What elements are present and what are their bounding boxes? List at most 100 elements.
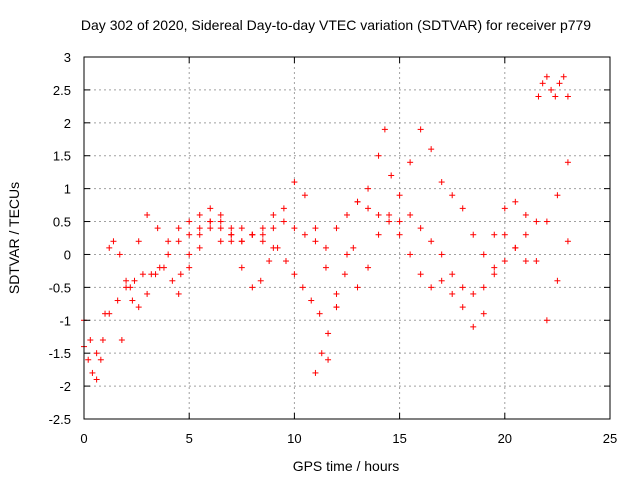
data-point bbox=[354, 284, 361, 291]
data-point bbox=[470, 231, 477, 238]
data-point bbox=[491, 264, 498, 271]
data-point bbox=[556, 80, 563, 87]
data-point bbox=[480, 284, 487, 291]
data-point bbox=[386, 218, 393, 225]
data-point bbox=[93, 350, 100, 357]
data-point bbox=[238, 225, 245, 232]
data-point bbox=[127, 284, 134, 291]
data-point bbox=[375, 211, 382, 218]
data-point bbox=[512, 198, 519, 205]
y-tick-label: -2.5 bbox=[49, 412, 71, 427]
data-point bbox=[375, 152, 382, 159]
data-point bbox=[535, 93, 542, 100]
data-point bbox=[428, 146, 435, 153]
data-point bbox=[280, 218, 287, 225]
data-point bbox=[470, 323, 477, 330]
data-point bbox=[106, 244, 113, 251]
data-point bbox=[407, 159, 414, 166]
data-point bbox=[344, 251, 350, 258]
data-point bbox=[257, 277, 264, 284]
axis-ticks: 0 5 10 15 20 25 -2.5 -2 -1.5 -1 -0.5 0 0.5 1 1.5 2 2.5 3 bbox=[49, 50, 618, 446]
data-point bbox=[333, 225, 340, 232]
data-point bbox=[341, 271, 348, 278]
data-point bbox=[207, 218, 214, 225]
data-point bbox=[386, 211, 393, 218]
x-tick-label: 20 bbox=[498, 431, 512, 446]
data-point bbox=[388, 172, 395, 179]
data-point bbox=[116, 251, 123, 258]
data-point bbox=[175, 290, 182, 297]
data-point bbox=[274, 244, 281, 251]
x-axis-label: GPS time / hours bbox=[293, 458, 400, 474]
data-point bbox=[459, 304, 466, 311]
x-tick-label: 25 bbox=[603, 431, 617, 446]
data-point bbox=[491, 271, 498, 278]
data-point bbox=[312, 225, 319, 232]
data-point bbox=[282, 258, 289, 265]
x-tick-label: 15 bbox=[392, 431, 406, 446]
data-point bbox=[217, 238, 224, 245]
data-point bbox=[322, 244, 329, 251]
data-point bbox=[533, 258, 540, 265]
data-point bbox=[144, 290, 151, 297]
data-point bbox=[87, 337, 94, 344]
data-point bbox=[291, 271, 298, 278]
data-point bbox=[89, 369, 96, 376]
y-tick-label: 2 bbox=[64, 116, 71, 131]
data-point bbox=[301, 192, 308, 199]
data-point bbox=[129, 297, 136, 304]
data-point bbox=[259, 225, 266, 232]
y-tick-label: 0.5 bbox=[53, 215, 71, 230]
data-point bbox=[459, 205, 466, 212]
y-axis-label: SDTVAR / TECUs bbox=[6, 182, 22, 294]
data-point bbox=[344, 211, 350, 218]
data-point bbox=[396, 231, 403, 238]
data-point bbox=[165, 238, 172, 245]
data-point bbox=[491, 231, 498, 238]
data-point bbox=[501, 205, 508, 212]
data-point bbox=[354, 198, 361, 205]
data-point bbox=[543, 73, 550, 80]
data-point bbox=[154, 225, 161, 232]
data-point bbox=[196, 211, 203, 218]
data-point bbox=[177, 271, 184, 278]
data-point bbox=[428, 284, 435, 291]
data-point bbox=[548, 86, 555, 93]
data-point bbox=[564, 238, 571, 245]
plot-frame bbox=[83, 56, 611, 420]
data-point bbox=[135, 304, 142, 311]
data-point bbox=[114, 297, 121, 304]
data-point bbox=[417, 225, 424, 232]
data-point bbox=[291, 225, 298, 232]
data-point bbox=[186, 251, 193, 258]
data-point bbox=[175, 238, 182, 245]
data-point bbox=[118, 337, 125, 344]
data-point bbox=[217, 218, 224, 225]
data-point bbox=[123, 277, 130, 284]
data-point bbox=[470, 290, 477, 297]
y-tick-label: -0.5 bbox=[49, 280, 71, 295]
data-point bbox=[312, 238, 319, 245]
data-point bbox=[217, 225, 224, 232]
data-point bbox=[160, 264, 167, 271]
data-point bbox=[139, 271, 146, 278]
data-point bbox=[316, 310, 323, 317]
data-point bbox=[249, 284, 256, 291]
y-tick-label: -1.5 bbox=[49, 346, 71, 361]
data-point bbox=[325, 356, 332, 363]
data-point bbox=[554, 277, 561, 284]
data-point bbox=[102, 310, 109, 317]
data-point bbox=[238, 238, 245, 245]
data-point bbox=[501, 231, 508, 238]
data-point bbox=[131, 277, 138, 284]
data-point bbox=[135, 238, 142, 245]
data-point bbox=[259, 231, 266, 238]
data-point bbox=[312, 369, 319, 376]
data-point bbox=[169, 277, 176, 284]
data-point bbox=[97, 356, 104, 363]
y-tick-label: 3 bbox=[64, 50, 71, 65]
data-point bbox=[396, 218, 403, 225]
data-point bbox=[365, 185, 372, 192]
data-point bbox=[333, 290, 340, 297]
